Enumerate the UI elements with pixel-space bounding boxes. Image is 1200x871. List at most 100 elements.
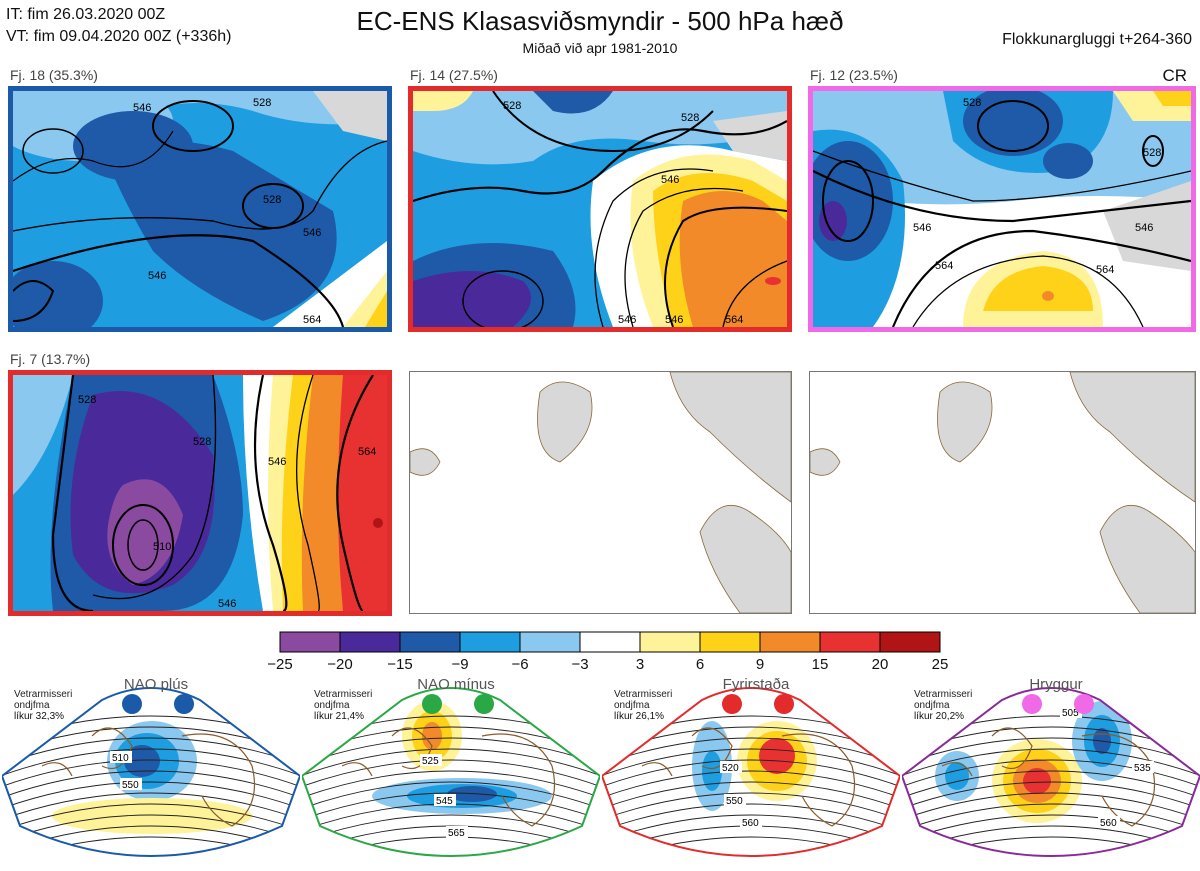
- contour-label: 528: [193, 436, 211, 448]
- contour-label: 510: [153, 541, 171, 553]
- contour-label: 528: [503, 100, 521, 112]
- regime-marker-dot: [122, 694, 142, 714]
- regime-contour-label: 550: [726, 796, 743, 807]
- regime-border: [602, 687, 900, 857]
- regime-name: Hryggur: [1029, 676, 1083, 693]
- classification-window: Flokkunargluggi t+264-360: [1002, 31, 1192, 48]
- colorbar-segment: [579, 631, 641, 653]
- colorbar-segment: [399, 631, 461, 653]
- cluster-2-label: Fj. 14 (27.5%): [410, 67, 498, 83]
- cluster-1-map: 546 528 528 546 546 564: [8, 86, 392, 332]
- colorbar-tick-label: −3: [571, 656, 589, 673]
- contour-label: 528: [681, 112, 699, 124]
- contour-label: 546: [148, 270, 166, 282]
- colorbar-segment: [279, 631, 341, 653]
- regime-contour-label: 520: [722, 763, 739, 774]
- contour-label: 564: [1096, 264, 1114, 276]
- contour-label: 564: [935, 260, 953, 272]
- regime-marker-dot: [1074, 694, 1094, 714]
- colorbar-segment: [339, 631, 401, 653]
- colorbar-tick-label: 3: [635, 656, 645, 673]
- cluster-3-map: 528 546 546 564 564 528: [808, 86, 1196, 332]
- regime-contour-label: 560: [742, 818, 759, 829]
- contour-label: 546: [218, 598, 236, 610]
- cluster-3-label: Fj. 12 (23.5%): [810, 67, 898, 83]
- regime-marker-dot: [474, 694, 494, 714]
- contour-label: 546: [268, 456, 286, 468]
- contour-label: 528: [253, 97, 271, 109]
- contour-label: 546: [665, 314, 683, 326]
- regime-contour-label: 525: [422, 756, 439, 767]
- empty-map-2: [809, 371, 1196, 614]
- regime-name: NAO mínus: [417, 676, 495, 693]
- contour-label: 546: [913, 222, 931, 234]
- cluster-2-map: 528 528 546 546 564 546: [408, 86, 792, 332]
- regime-marker-dot: [174, 694, 194, 714]
- regime-likelihood: líkur 21,4%: [314, 711, 365, 722]
- regime-marker-dot: [1022, 694, 1042, 714]
- regime-name: NAO plús: [123, 676, 189, 693]
- regime-map: 525 545 565: [302, 687, 600, 857]
- regime-border: [2, 687, 300, 857]
- contour-label: 564: [725, 314, 743, 326]
- colorbar-tick-label: −6: [511, 656, 529, 673]
- regime-border: [302, 687, 600, 857]
- cluster-4-map: 528 528 510 546 564 546: [8, 370, 392, 616]
- cluster-1-label: Fj. 18 (35.3%): [10, 67, 98, 83]
- colorbar-tick-label: 20: [871, 656, 889, 673]
- colorbar-segment: [639, 631, 701, 653]
- colorbar-segment: [519, 631, 581, 653]
- regime-marker-dot: [722, 694, 742, 714]
- colorbar-tick-label: −15: [387, 656, 413, 673]
- empty-map-1: [409, 371, 792, 614]
- regime-likelihood: líkur 26,1%: [614, 711, 665, 722]
- regime-marker-dot: [774, 694, 794, 714]
- regime-marker-dot: [422, 694, 442, 714]
- regime-contour-label: 565: [448, 828, 465, 839]
- contour-label: 546: [1135, 222, 1153, 234]
- init-time: IT: fim 26.03.2020 00Z: [6, 6, 166, 23]
- anomaly-colorbar: [279, 631, 941, 653]
- colorbar-segment: [459, 631, 521, 653]
- regime-contour-label: 505: [1062, 708, 1079, 719]
- regime-name: Fyrirstaða: [722, 676, 790, 693]
- regime-note: Vetrarmisseri ondjfma: [314, 689, 373, 711]
- colorbar-tick-label: 6: [695, 656, 705, 673]
- colorbar-ticks: −25 −20 −15 −9 −6 −3 3 6 9 15 20 25: [267, 656, 948, 676]
- regime-note: Vetrarmisseri ondjfma: [14, 689, 73, 711]
- contour-label: 564: [303, 314, 321, 326]
- contour-label: 528: [263, 194, 281, 206]
- page-title: EC-ENS Klasasviðsmyndir - 500 hPa hæð: [356, 6, 844, 36]
- regime-likelihood: líkur 32,3%: [14, 711, 65, 722]
- regime-contour-label: 550: [122, 780, 139, 791]
- contour-label: 546: [303, 227, 321, 239]
- contour-label: 528: [78, 394, 96, 406]
- colorbar-segment: [699, 631, 761, 653]
- contour-label: 546: [661, 174, 679, 186]
- colorbar-segment: [879, 631, 941, 653]
- regime-map: 510 550: [2, 687, 300, 857]
- run-times: IT: fim 26.03.2020 00Z VT: fim 09.04.202…: [6, 4, 231, 48]
- cluster-3-regime-label: CR: [1162, 66, 1187, 85]
- colorbar-tick-label: −9: [451, 656, 469, 673]
- regime-contour-label: 535: [1134, 763, 1151, 774]
- regime-contour-label: 560: [1100, 818, 1117, 829]
- valid-time: VT: fim 09.04.2020 00Z (+336h): [6, 28, 232, 45]
- regime-contour-label: 545: [436, 796, 453, 807]
- regime-likelihood: líkur 20,2%: [914, 711, 965, 722]
- contour-label: 564: [358, 446, 376, 458]
- contour-label: 546: [618, 314, 636, 326]
- colorbar-tick-label: 15: [811, 656, 829, 673]
- contour-label: 528: [1143, 147, 1161, 159]
- regime-map: 505 535 560: [902, 687, 1200, 857]
- regime-note: Vetrarmisseri ondjfma: [914, 689, 973, 711]
- page-subtitle: Miðað við apr 1981-2010: [522, 40, 678, 56]
- contour-label: 546: [133, 102, 151, 114]
- colorbar-segment: [819, 631, 881, 653]
- colorbar-tick-label: −25: [267, 656, 293, 673]
- regime-note: Vetrarmisseri ondjfma: [614, 689, 673, 711]
- regime-border: [902, 687, 1200, 857]
- colorbar-tick-label: −20: [327, 656, 353, 673]
- regime-contour-label: 510: [112, 753, 129, 764]
- colorbar-tick-label: 25: [931, 656, 949, 673]
